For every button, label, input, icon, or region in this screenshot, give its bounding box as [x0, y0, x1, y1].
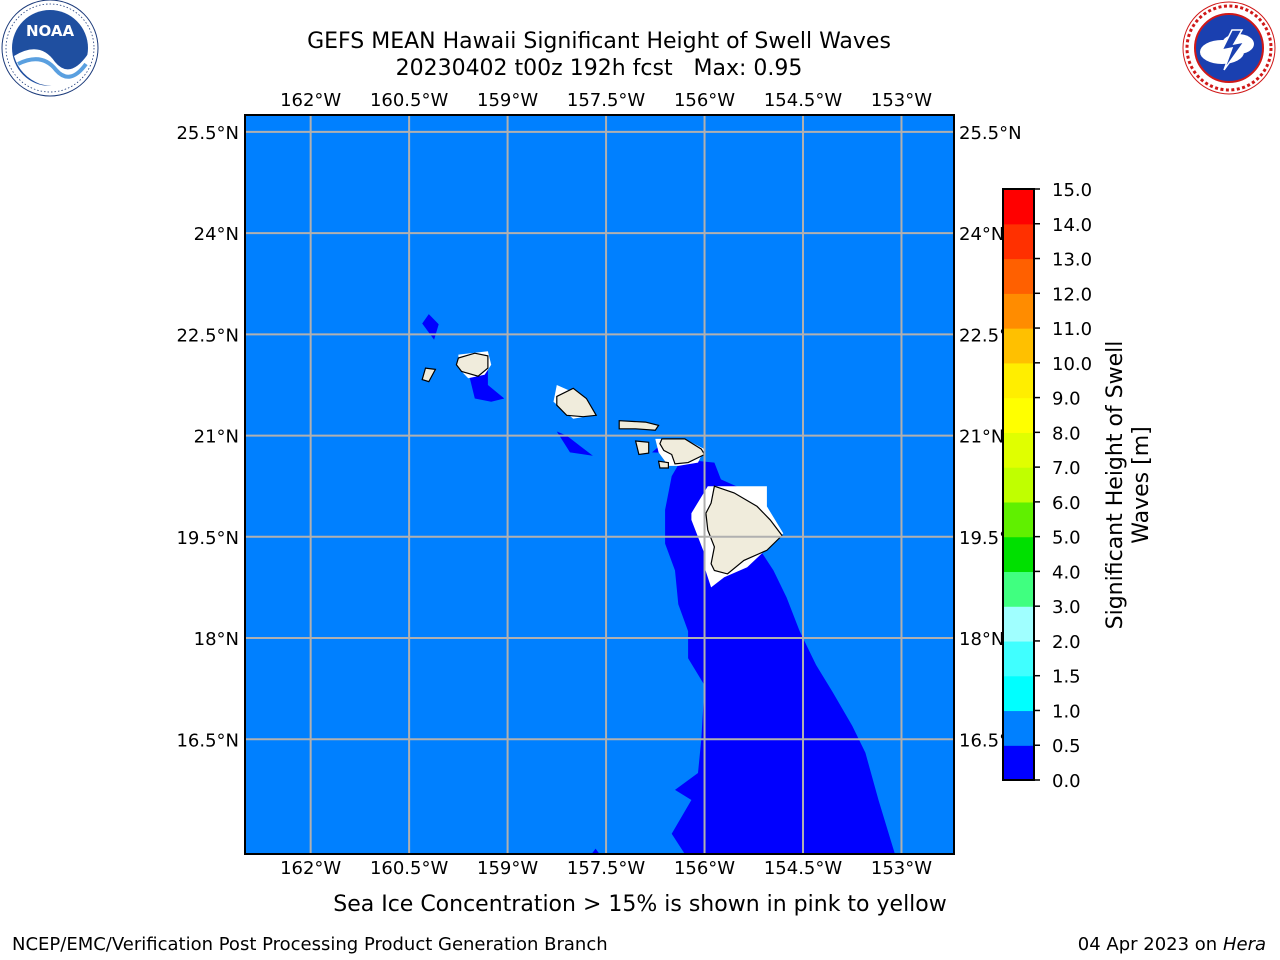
colorbar: 0.0 0.5 1.0 1.5 2.0 3.0 4.0 5.0 6.0 7.0 8.0 9.0 10.0… — [1002, 180, 1092, 792]
colorbar-frame — [1002, 188, 1035, 781]
colorbar-segment-11 — [1003, 362, 1034, 399]
colorbar-segment-0 — [1003, 745, 1034, 781]
lon-label-bottom-4: 156°W — [674, 858, 735, 879]
island-oahu — [556, 387, 598, 418]
lon-label-bottom-5: 154.5°W — [764, 858, 843, 879]
colorbar-tick-label-13: 11.0 — [1052, 319, 1092, 340]
colorbar-tick-label-0: 0.0 — [1052, 771, 1081, 792]
map-subtitle: 20230402 t00z 192h fcst Max: 0.95 — [396, 56, 803, 81]
footer-machine: Hera — [1223, 934, 1266, 955]
lon-label-bottom-2: 159°W — [477, 858, 538, 879]
colorbar-tick-label-6: 4.0 — [1052, 562, 1081, 583]
map-frame — [244, 114, 955, 855]
colorbar-segment-8 — [1003, 467, 1034, 503]
map-gridlines — [245, 115, 954, 854]
colorbar-segment-6 — [1003, 536, 1034, 573]
noaa-logo-icon: NOAA — [1, 0, 99, 97]
lon-label-bottom-6: 153°W — [871, 858, 932, 879]
lat-label-left-1: 24°N — [194, 224, 239, 245]
colorbar-segment-3 — [1003, 640, 1034, 677]
colorbar-label: Significant Height of SwellWaves [m] — [1103, 341, 1154, 630]
lat-label-left-4: 19.5°N — [176, 528, 239, 549]
island-molokai — [618, 420, 660, 431]
colorbar-label-line-1: Significant Height of Swell — [1103, 341, 1128, 630]
colorbar-segment-15 — [1003, 223, 1034, 260]
lon-label-top-1: 160.5°W — [370, 90, 449, 111]
lat-label-right-3: 21°N — [959, 427, 1004, 448]
island-kauai — [455, 352, 489, 377]
lat-label-left-2: 22.5°N — [176, 325, 239, 346]
island-kahoolawe — [657, 460, 670, 469]
sea-ice-footnote: Sea Ice Concentration > 15% is shown in … — [333, 892, 947, 917]
colorbar-tick-label-4: 2.0 — [1052, 632, 1081, 653]
island-big-island — [705, 485, 783, 575]
lat-label-left-6: 16.5°N — [176, 730, 239, 751]
colorbar-tick-label-17: 15.0 — [1052, 180, 1092, 201]
map-plot-area — [244, 114, 955, 855]
lat-label-left-0: 25.5°N — [176, 123, 239, 144]
nws-logo-icon — [1182, 1, 1276, 95]
footer-credit: NCEP/EMC/Verification Post Processing Pr… — [12, 934, 608, 955]
colorbar-segment-1 — [1003, 710, 1034, 746]
colorbar-tick-label-7: 5.0 — [1052, 528, 1081, 549]
low-swell-south-speck — [591, 848, 600, 854]
low-swell-niihau-patch — [422, 314, 439, 340]
noaa-logo-text: NOAA — [26, 22, 75, 40]
lon-label-bottom-3: 157.5°W — [567, 858, 646, 879]
colorbar-segment-5 — [1003, 571, 1034, 607]
lat-label-left-5: 18°N — [194, 629, 239, 650]
island-maui — [659, 438, 706, 465]
lon-label-top-0: 162°W — [280, 90, 341, 111]
lon-label-top-3: 157.5°W — [567, 90, 646, 111]
colorbar-tick-label-11: 9.0 — [1052, 389, 1081, 410]
lon-label-top-2: 159°W — [477, 90, 538, 111]
island-niihau — [421, 367, 437, 383]
colorbar-segment-14 — [1003, 258, 1034, 294]
lat-label-left-3: 21°N — [194, 427, 239, 448]
low-swell-oahu-lee — [556, 431, 593, 456]
lon-label-bottom-1: 160.5°W — [370, 858, 449, 879]
longitude-labels-top: 162°W 160.5°W 159°W 157.5°W 156°W 154.5°W 153°… — [280, 90, 932, 111]
colorbar-tick-label-1: 0.5 — [1052, 736, 1081, 757]
colorbar-tick-label-9: 7.0 — [1052, 458, 1081, 479]
colorbar-tick-label-2: 1.0 — [1052, 701, 1081, 722]
lat-label-right-0: 25.5°N — [959, 123, 1022, 144]
colorbar-tick-label-16: 14.0 — [1052, 215, 1092, 236]
island-lanai — [634, 440, 650, 456]
colorbar-label-line-2: Waves [m] — [1129, 426, 1154, 543]
colorbar-tick-label-15: 13.0 — [1052, 250, 1092, 271]
colorbar-segment-9 — [1003, 432, 1034, 468]
colorbar-tick-label-12: 10.0 — [1052, 354, 1092, 375]
colorbar-segment-4 — [1003, 606, 1034, 642]
lon-label-top-4: 156°W — [674, 90, 735, 111]
colorbar-segment-16 — [1003, 189, 1034, 225]
lat-label-right-1: 24°N — [959, 224, 1004, 245]
colorbar-tick-label-14: 12.0 — [1052, 284, 1092, 305]
colorbar-tick-label-10: 8.0 — [1052, 423, 1081, 444]
lon-label-top-5: 154.5°W — [764, 90, 843, 111]
colorbar-tick-label-8: 6.0 — [1052, 493, 1081, 514]
lon-label-top-6: 153°W — [871, 90, 932, 111]
footer-date: 04 Apr 2023 on Hera — [1078, 934, 1266, 955]
footer-date-text: 04 Apr 2023 on — [1078, 934, 1223, 955]
map-title: GEFS MEAN Hawaii Significant Height of S… — [307, 29, 891, 54]
colorbar-segment-12 — [1003, 328, 1034, 364]
lon-label-bottom-0: 162°W — [280, 858, 341, 879]
lat-label-right-5: 18°N — [959, 629, 1004, 650]
colorbar-segment-7 — [1003, 501, 1034, 538]
colorbar-segment-13 — [1003, 293, 1034, 329]
colorbar-segment-2 — [1003, 675, 1034, 712]
colorbar-tick-label-3: 1.5 — [1052, 667, 1081, 688]
latitude-labels-left: 25.5°N 24°N 22.5°N 21°N 19.5°N 18°N 16.5°N — [176, 123, 239, 751]
colorbar-tick-label-5: 3.0 — [1052, 597, 1081, 618]
colorbar-segment-10 — [1003, 397, 1034, 433]
longitude-labels-bottom: 162°W 160.5°W 159°W 157.5°W 156°W 154.5°W 153°… — [280, 858, 932, 879]
